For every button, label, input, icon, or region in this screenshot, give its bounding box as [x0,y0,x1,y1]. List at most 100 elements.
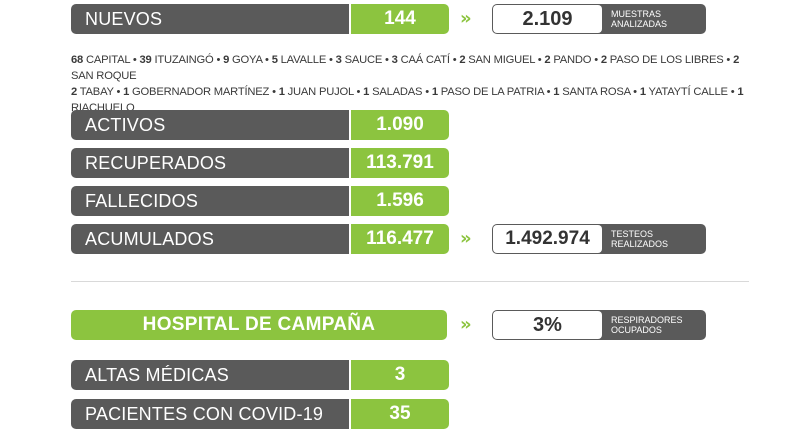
nuevos-label: NUEVOS [71,4,349,34]
hospital-banner: HOSPITAL DE CAMPAÑA [71,310,447,340]
recuperados-row: RECUPERADOS 113.791 [71,148,449,178]
locality-name: GOYA [229,54,263,66]
respiradores-value: 3% [493,311,602,339]
acumulados-label: ACUMULADOS [71,224,349,254]
activos-label: ACTIVOS [71,110,349,140]
altas-medicas-value: 3 [351,360,449,390]
acumulados-row: ACUMULADOS 116.477 [71,224,449,254]
locality-count: 1 [431,86,438,98]
nuevos-value: 144 [351,4,449,34]
locality-name: SAUCE [341,54,383,66]
locality-count: 3 [335,54,342,66]
locality-count: 2 [459,54,466,66]
locality-name: SALADAS [369,86,423,98]
locality-count: 1 [553,86,560,98]
locality-separator: • [630,86,640,98]
muestras-value: 2.109 [493,5,602,33]
locality-item: 68 CAPITAL [71,54,130,66]
locality-count: 1 [363,86,370,98]
locality-separator: • [269,86,279,98]
locality-name: LAVALLE [277,54,327,66]
locality-count: 5 [271,54,278,66]
locality-separator: • [449,54,460,66]
locality-separator: • [262,54,272,66]
localities-list: 68 CAPITAL • 39 ITUZAINGÓ • 9 GOYA • 5 L… [71,52,751,116]
localities-line-1: 68 CAPITAL • 39 ITUZAINGÓ • 9 GOYA • 5 L… [71,52,751,84]
locality-item: 2 PASO DE LOS LIBRES [601,54,724,66]
locality-separator: • [213,54,224,66]
locality-separator: • [723,54,734,66]
locality-name: GOBERNADOR MARTÍNEZ [129,86,270,98]
pacientes-covid-row: PACIENTES CON COVID-19 35 [71,399,449,429]
testeos-caption: TESTEOS REALIZADOS [611,229,669,249]
section-divider [71,281,749,282]
locality-item: 39 ITUZAINGÓ [139,54,213,66]
fallecidos-label: FALLECIDOS [71,186,349,216]
locality-count: 9 [223,54,230,66]
pacientes-covid-label: PACIENTES CON COVID-19 [71,399,349,429]
locality-separator: • [113,86,124,98]
nuevos-row: NUEVOS 144 [71,4,449,34]
locality-count: 2 [544,54,551,66]
locality-separator: • [353,86,364,98]
testeos-box: 1.492.974 TESTEOS REALIZADOS [492,224,706,254]
locality-name: SANTA ROSA [559,86,631,98]
locality-separator: • [326,54,336,66]
locality-item: 9 GOYA [223,54,262,66]
locality-count: 1 [737,86,744,98]
testeos-value: 1.492.974 [493,225,602,253]
locality-separator: • [727,86,738,98]
locality-name: ITUZAINGÓ [151,54,214,66]
locality-item: 1 PASO DE LA PATRIA [432,86,544,98]
locality-name: PASO DE LOS LIBRES [606,54,724,66]
locality-count: 1 [278,86,285,98]
locality-name: CAÁ CATÍ [397,54,450,66]
locality-count: 68 [71,54,84,66]
recuperados-label: RECUPERADOS [71,148,349,178]
locality-separator: • [382,54,392,66]
recuperados-value: 113.791 [351,148,449,178]
activos-row: ACTIVOS 1.090 [71,110,449,140]
activos-value: 1.090 [351,110,449,140]
locality-item: 1 GOBERNADOR MARTÍNEZ [123,86,269,98]
acumulados-value: 116.477 [351,224,449,254]
fallecidos-row: FALLECIDOS 1.596 [71,186,449,216]
locality-name: JUAN PUJOL [284,86,354,98]
double-chevron-right-icon: » [460,228,472,249]
locality-item: 3 SAUCE [335,54,383,66]
respiradores-caption: RESPIRADORES OCUPADOS [611,315,683,335]
locality-count: 2 [71,86,78,98]
locality-count: 1 [639,86,646,98]
locality-item: 2 SAN ROQUE [71,54,739,82]
locality-name: SAN ROQUE [71,70,137,82]
respiradores-box: 3% RESPIRADORES OCUPADOS [492,310,706,340]
locality-name: PANDO [550,54,592,66]
locality-item: 1 JUAN PUJOL [279,86,354,98]
muestras-box: 2.109 MUESTRAS ANALIZADAS [492,4,706,34]
locality-count: 39 [139,54,152,66]
locality-item: 1 SANTA ROSA [553,86,630,98]
locality-item: 3 CAÁ CATÍ [392,54,450,66]
double-chevron-right-icon: » [460,314,472,335]
locality-count: 3 [391,54,398,66]
locality-item: 2 SAN MIGUEL [459,54,535,66]
fallecidos-value: 1.596 [351,186,449,216]
locality-separator: • [422,86,432,98]
locality-separator: • [534,54,545,66]
locality-name: SAN MIGUEL [465,54,535,66]
locality-name: CAPITAL [83,54,130,66]
double-chevron-right-icon: » [460,8,472,29]
altas-medicas-label: ALTAS MÉDICAS [71,360,349,390]
locality-name: TABAY [77,86,114,98]
locality-separator: • [129,54,140,66]
muestras-caption: MUESTRAS ANALIZADAS [611,9,668,29]
locality-separator: • [591,54,601,66]
locality-count: 2 [600,54,607,66]
locality-item: 1 SALADAS [363,86,422,98]
locality-separator: • [543,86,554,98]
locality-name: PASO DE LA PATRIA [437,86,544,98]
altas-medicas-row: ALTAS MÉDICAS 3 [71,360,449,390]
locality-item: 2 TABAY [71,86,114,98]
pacientes-covid-value: 35 [351,399,449,429]
locality-count: 1 [123,86,130,98]
